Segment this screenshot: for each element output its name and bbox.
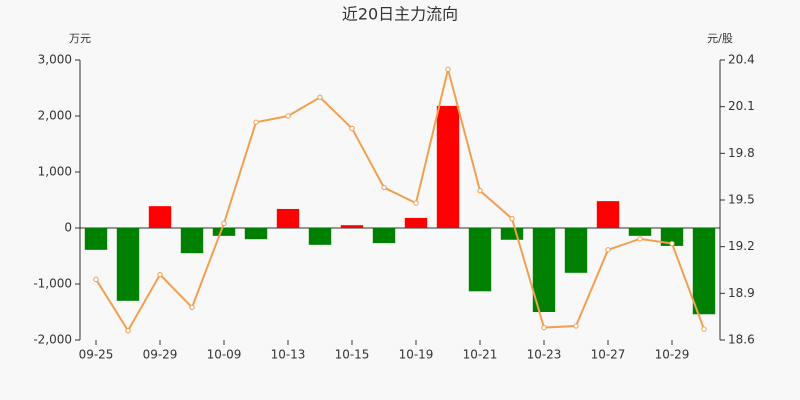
bar [212,228,236,236]
bar [436,105,460,228]
y2-tick-label: 19.8 [728,146,755,160]
x-tick-label: 10-13 [271,348,306,362]
price-point [701,326,707,332]
bar [692,228,716,315]
price-point [509,215,515,222]
y-tick-label: -1,000 [33,277,72,291]
y-tick-label: 0 [64,221,72,235]
bar [180,228,204,254]
y2-tick-label: 18.9 [728,286,755,300]
bar [276,208,300,228]
bar [532,228,556,312]
bar [148,206,172,228]
x-tick-label: 09-29 [143,348,178,362]
y2-tick-label: 19.2 [728,239,755,253]
price-point [413,200,419,206]
x-tick-label: 10-09 [207,348,242,362]
price-point [541,324,547,331]
y2-tick-label: 20.1 [728,99,755,113]
price-point [157,271,163,278]
y2-axis-unit: 元/股 [707,32,733,45]
bar [564,228,588,273]
price-point [317,94,323,101]
bar [244,228,268,240]
price-point [285,113,291,119]
y2-tick-label: 20.4 [728,53,755,67]
price-point [189,304,195,311]
bar [84,228,108,250]
bar [468,228,492,292]
x-tick-label: 10-23 [527,348,562,362]
x-tick-label: 10-19 [399,348,434,362]
price-point [477,187,483,194]
x-tick-label: 09-25 [79,348,114,362]
y2-tick-label: 19.5 [728,193,755,207]
y-tick-label: 2,000 [38,109,72,123]
y2-tick-label: 18.6 [728,333,755,347]
bar [628,228,652,236]
price-point [253,119,259,125]
bar [308,228,332,245]
price-point [125,327,131,334]
price-point [669,240,675,247]
price-point [349,125,355,132]
x-tick-label: 10-15 [335,348,370,362]
price-point [93,276,99,283]
y-axis-unit: 万元 [69,32,91,45]
chart-title: 近20日主力流向 [342,5,458,24]
x-tick-label: 10-27 [591,348,626,362]
bar [372,228,396,244]
y-tick-label: 3,000 [38,53,72,67]
price-line [95,69,705,333]
bar [660,228,684,246]
y-tick-label: -2,000 [33,333,72,347]
price-point [221,220,227,227]
bar [596,201,620,228]
bar [404,217,428,228]
bar [116,228,140,301]
price-point [637,236,643,242]
bar [340,225,364,228]
y-tick-label: 1,000 [38,165,72,179]
x-tick-label: 10-29 [655,348,690,362]
price-point [605,247,611,253]
price-point [445,66,451,73]
price-point [573,323,579,329]
bar [500,228,524,240]
x-tick-label: 10-21 [463,348,498,362]
price-point [381,184,387,191]
